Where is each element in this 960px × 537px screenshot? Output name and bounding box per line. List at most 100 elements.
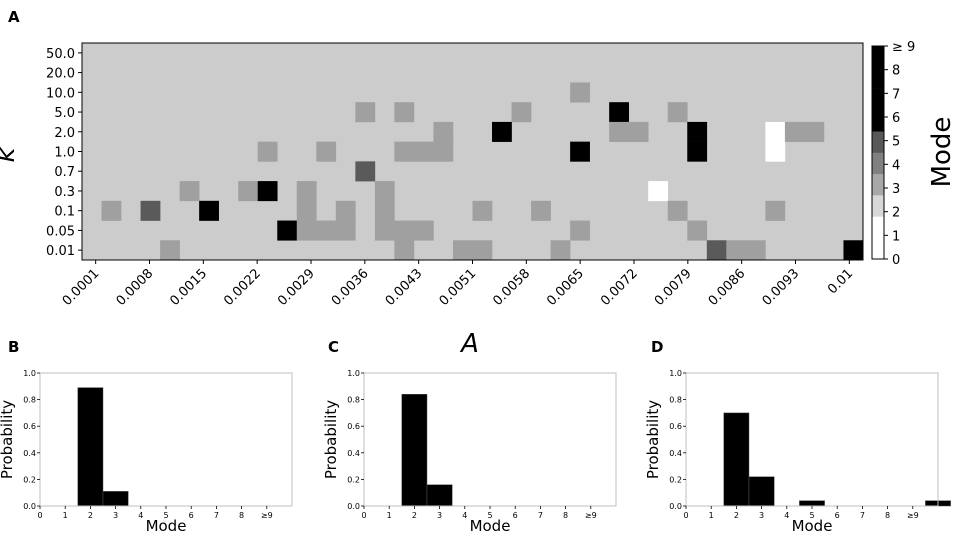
heatmap-panel: A 50.0 20.0 10.0 5.0 2.0 1.0 0.7 0.3 0.1 0.05 0.01 0… <box>0 8 957 359</box>
colorbar-tick-label: 8 <box>892 64 900 79</box>
y-tick-label: 0.8 <box>23 396 36 405</box>
colorbar-frame <box>871 45 885 260</box>
heatmap-cell <box>492 121 512 142</box>
y-tick-label: 1.0 <box>54 146 75 161</box>
colorbar-tick-label: 7 <box>892 87 900 102</box>
heatmap-cell <box>609 121 629 142</box>
heatmap-cell <box>316 141 337 162</box>
x-tick-label: 7 <box>214 511 219 520</box>
y-tick-label: 0.6 <box>669 422 682 431</box>
y-tick-label: 0.8 <box>669 396 682 405</box>
bar-panel-b: B 0.0 0.2 0.4 0.6 0.8 1.0 0 1 2 3 4 5 6 7 8 ≥9 Mode Probab… <box>0 338 293 535</box>
colorbar-segment <box>872 67 884 89</box>
colorbar-tick-label: 0 <box>892 253 900 268</box>
bar <box>77 387 104 507</box>
heatmap-cell <box>257 181 278 202</box>
heatmap-cell <box>452 240 473 261</box>
bar <box>723 412 750 507</box>
y-tick-label: 0.0 <box>23 502 36 511</box>
x-tick-label: 1 <box>63 511 68 520</box>
x-tick-label: 8 <box>563 511 568 520</box>
bar-panel-d: D 0.0 0.2 0.4 0.6 0.8 1.0 0 1 2 3 4 5 6 7 8 ≥9 Mode Probab… <box>644 338 951 535</box>
y-tick-label: 1.0 <box>347 369 360 378</box>
y-axis-label: Probability <box>0 400 16 479</box>
bar <box>401 394 428 507</box>
heatmap-cell <box>765 121 786 142</box>
colorbar-segment <box>872 216 884 238</box>
heatmap-cell <box>648 181 669 202</box>
heatmap-cell <box>706 240 727 261</box>
colorbar-segment <box>872 88 884 111</box>
x-tick-label: ≥9 <box>261 511 273 520</box>
colorbar-tick-label: 2 <box>892 206 900 221</box>
x-tick-label: 1 <box>387 511 392 520</box>
heatmap-cell <box>667 200 688 221</box>
x-tick-label: 0 <box>361 511 366 520</box>
x-tick-label: 0 <box>683 511 688 520</box>
x-tick-label: 5 <box>487 511 492 520</box>
x-tick-label: 2 <box>88 511 93 520</box>
x-tick-label: 6 <box>513 511 518 520</box>
y-tick-label: 1.0 <box>23 369 36 378</box>
y-tick-label: 20.0 <box>46 67 75 82</box>
x-tick-label: 0.0079 <box>652 266 695 309</box>
bar <box>799 500 825 507</box>
colorbar-tick-label: 5 <box>892 135 900 150</box>
x-tick-label: 0.0058 <box>490 266 533 309</box>
heatmap-cell <box>687 141 708 162</box>
heatmap-cell <box>374 200 395 221</box>
heatmap-cell <box>160 240 180 261</box>
heatmap-cell <box>472 200 493 221</box>
heatmap-cell <box>511 102 532 123</box>
colorbar-segment <box>872 173 884 196</box>
x-tick-label: 0.0015 <box>167 266 210 309</box>
heatmap-cell <box>667 102 688 123</box>
x-axis-label: Mode <box>146 517 187 535</box>
x-tick-label: 2 <box>734 511 739 520</box>
colorbar-segment <box>872 195 884 217</box>
heatmap-cell <box>843 240 864 261</box>
heatmap-cell <box>413 220 434 241</box>
colorbar-segment <box>872 131 884 153</box>
y-tick-label: 0.2 <box>347 475 360 484</box>
heatmap-cell <box>394 141 415 162</box>
y-tick-label: 0.4 <box>23 449 36 458</box>
x-tick-label: 5 <box>163 511 168 520</box>
y-tick-label: 0.0 <box>669 502 682 511</box>
y-tick-label: 0.4 <box>347 449 360 458</box>
heatmap-cell <box>355 102 376 123</box>
x-tick-label: 4 <box>462 511 467 520</box>
panel-label-c: C <box>328 338 339 356</box>
heatmap-cell <box>374 181 395 202</box>
y-axis-label: Probability <box>644 400 662 479</box>
heatmap-cell <box>609 102 629 123</box>
x-tick-label: 0.0086 <box>706 266 749 309</box>
y-tick-label: 0.2 <box>23 475 36 484</box>
y-tick-label: 0.6 <box>347 422 360 431</box>
colorbar-tick-label: 6 <box>892 111 900 126</box>
x-tick-label: 0.0008 <box>114 266 157 309</box>
heatmap-cell <box>570 220 590 241</box>
colorbar-segment <box>872 237 884 260</box>
x-tick-label: 0 <box>37 511 42 520</box>
heatmap-cell <box>179 181 200 202</box>
heatmap-cell <box>570 141 590 162</box>
heatmap-cell <box>355 161 376 182</box>
y-tick-label: 5.0 <box>54 106 75 121</box>
heatmap-cell <box>394 220 415 241</box>
y-tick-label: 0.2 <box>669 475 682 484</box>
x-tick-label: 0.0051 <box>437 266 480 309</box>
heatmap-cell <box>687 220 708 241</box>
y-tick-label: 0.4 <box>669 449 682 458</box>
heatmap-cell <box>394 102 415 123</box>
y-axis-label: k <box>0 147 21 163</box>
x-axis-label: Mode <box>470 517 511 535</box>
heatmap-cell <box>199 200 219 221</box>
x-tick-label: 0.0001 <box>60 266 103 309</box>
x-tick-label: 3 <box>437 511 442 520</box>
x-tick-label: ≥9 <box>585 511 597 520</box>
colorbar-segment <box>872 152 884 175</box>
colorbar-segment <box>872 46 884 68</box>
heatmap-cell <box>531 200 551 221</box>
x-tick-label: 4 <box>784 511 789 520</box>
